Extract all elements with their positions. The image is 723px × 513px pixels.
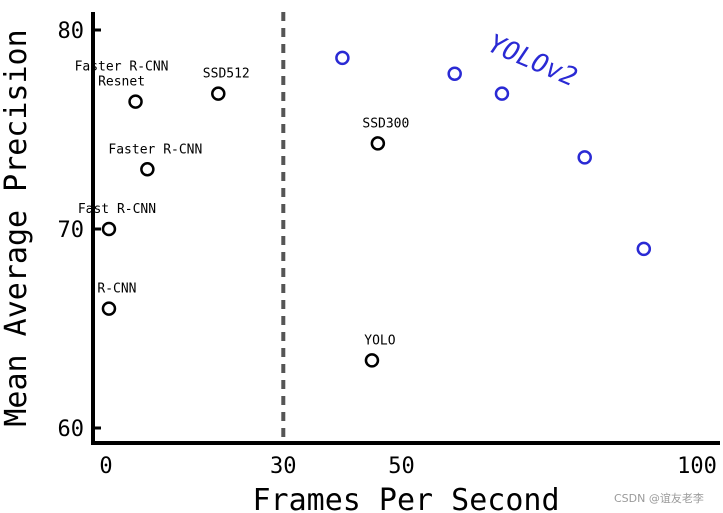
point-label: Resnet xyxy=(98,75,145,90)
other-point xyxy=(140,162,155,177)
x-ticks: 0 30 50 100 xyxy=(99,454,717,479)
yolov2-point xyxy=(447,66,462,82)
other-point xyxy=(370,136,386,151)
other-point xyxy=(211,86,226,101)
point-label: Fast R-CNN xyxy=(78,202,156,217)
yolov2-series-label: YOLOv2 xyxy=(483,29,581,93)
point-label: R-CNN xyxy=(97,282,136,297)
yolov2-point xyxy=(335,50,350,66)
yolov2-point xyxy=(577,150,592,165)
y-axis-title: Mean Average Precision xyxy=(0,29,34,426)
point-label: Faster R-CNN xyxy=(75,60,169,75)
x-tick-label: 30 xyxy=(270,454,297,479)
y-tick-label: 70 xyxy=(58,218,85,243)
y-ticks: 60 70 80 xyxy=(58,19,101,442)
x-tick-label: 50 xyxy=(388,454,415,479)
y-tick-label: 80 xyxy=(58,19,85,44)
yolov2-point xyxy=(636,241,652,257)
other-point xyxy=(101,301,117,316)
y-tick-label: 60 xyxy=(58,417,85,442)
watermark: CSDN @谊友老李 xyxy=(614,491,704,505)
point-label: SSD512 xyxy=(203,67,250,82)
yolov2-point xyxy=(494,86,510,101)
point-label: SSD300 xyxy=(362,116,409,131)
point-label: Faster R-CNN xyxy=(108,142,202,157)
x-axis-title: Frames Per Second xyxy=(252,483,559,513)
other-point xyxy=(364,353,380,368)
x-tick-label: 100 xyxy=(677,454,717,479)
x-tick-label: 0 xyxy=(99,454,112,479)
other-point xyxy=(101,221,117,237)
other-point xyxy=(128,94,143,109)
point-label: YOLO xyxy=(364,333,395,348)
